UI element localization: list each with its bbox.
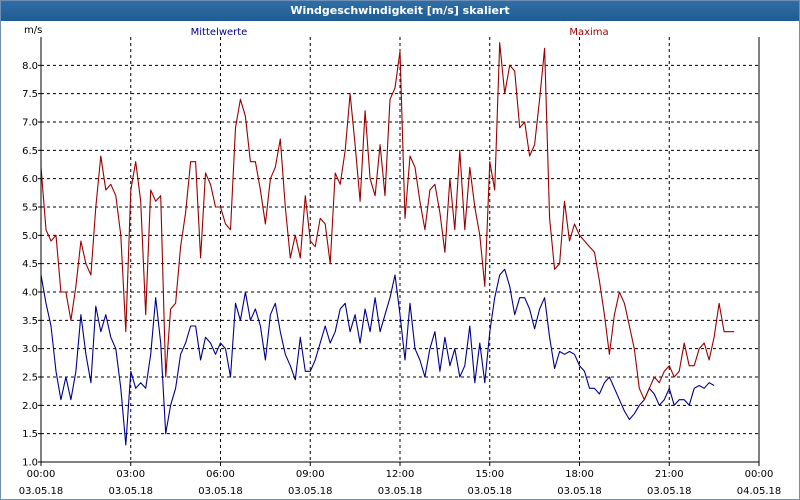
y-tick-label: 5.5 bbox=[22, 203, 38, 214]
wind-speed-chart: 1.0 1.5 2.0 2.5 3.0 3.5 4.0 4.5 5.0 5.5 6.0 6.5 7.0 7… bbox=[19, 25, 782, 497]
x-tick-time-label: 15:00 bbox=[475, 469, 504, 480]
x-tick-time-label: 06:00 bbox=[206, 469, 235, 480]
x-tick-date-label: 03.05.18 bbox=[288, 486, 333, 497]
y-tick-label: 1.0 bbox=[22, 458, 38, 469]
x-tick-time-label: 00:00 bbox=[27, 469, 56, 480]
x-tick-date-label: 03.05.18 bbox=[647, 486, 692, 497]
y-tick-label: 3.5 bbox=[22, 316, 38, 327]
x-tick-time-label: 09:00 bbox=[296, 469, 325, 480]
x-tick-date-label: 03.05.18 bbox=[557, 486, 602, 497]
y-tick-label: 1.5 bbox=[22, 429, 38, 440]
y-axis-label: m/s bbox=[24, 25, 42, 36]
y-tick-label: 4.0 bbox=[22, 288, 38, 299]
series-line-maxima bbox=[40, 42, 735, 401]
x-tick-time-label: 00:00 bbox=[745, 469, 774, 480]
y-tick-label: 7.0 bbox=[22, 118, 38, 129]
x-tick-time-label: 03:00 bbox=[116, 469, 145, 480]
x-tick-date-label: 04.05.18 bbox=[737, 486, 782, 497]
x-tick-date-label: 03.05.18 bbox=[198, 486, 243, 497]
x-tick-date-label: 03.05.18 bbox=[378, 486, 423, 497]
x-tick-time-label: 18:00 bbox=[565, 469, 594, 480]
legend-label-maxima: Maxima bbox=[569, 27, 608, 38]
y-tick-label: 5.0 bbox=[22, 231, 38, 242]
y-tick-label: 3.0 bbox=[22, 344, 38, 355]
series-line-mittelwerte bbox=[40, 268, 715, 446]
legend-label-mittelwerte: Mittelwerte bbox=[191, 27, 248, 38]
x-tick-date-label: 03.05.18 bbox=[19, 486, 64, 497]
y-tick-label: 2.0 bbox=[22, 401, 38, 412]
y-tick-label: 8.0 bbox=[22, 61, 38, 72]
x-tick-time-label: 12:00 bbox=[386, 469, 415, 480]
y-tick-label: 4.5 bbox=[22, 259, 38, 270]
y-tick-label: 6.0 bbox=[22, 174, 38, 185]
x-tick-date-label: 03.05.18 bbox=[108, 486, 153, 497]
window-title: Windgeschwindigkeit [m/s] skaliert bbox=[1, 1, 799, 21]
x-tick-time-label: 21:00 bbox=[655, 469, 684, 480]
y-tick-label: 2.5 bbox=[22, 373, 38, 384]
y-tick-label: 7.5 bbox=[22, 89, 38, 100]
y-tick-label: 6.5 bbox=[22, 146, 38, 157]
x-tick-date-label: 03.05.18 bbox=[467, 486, 512, 497]
